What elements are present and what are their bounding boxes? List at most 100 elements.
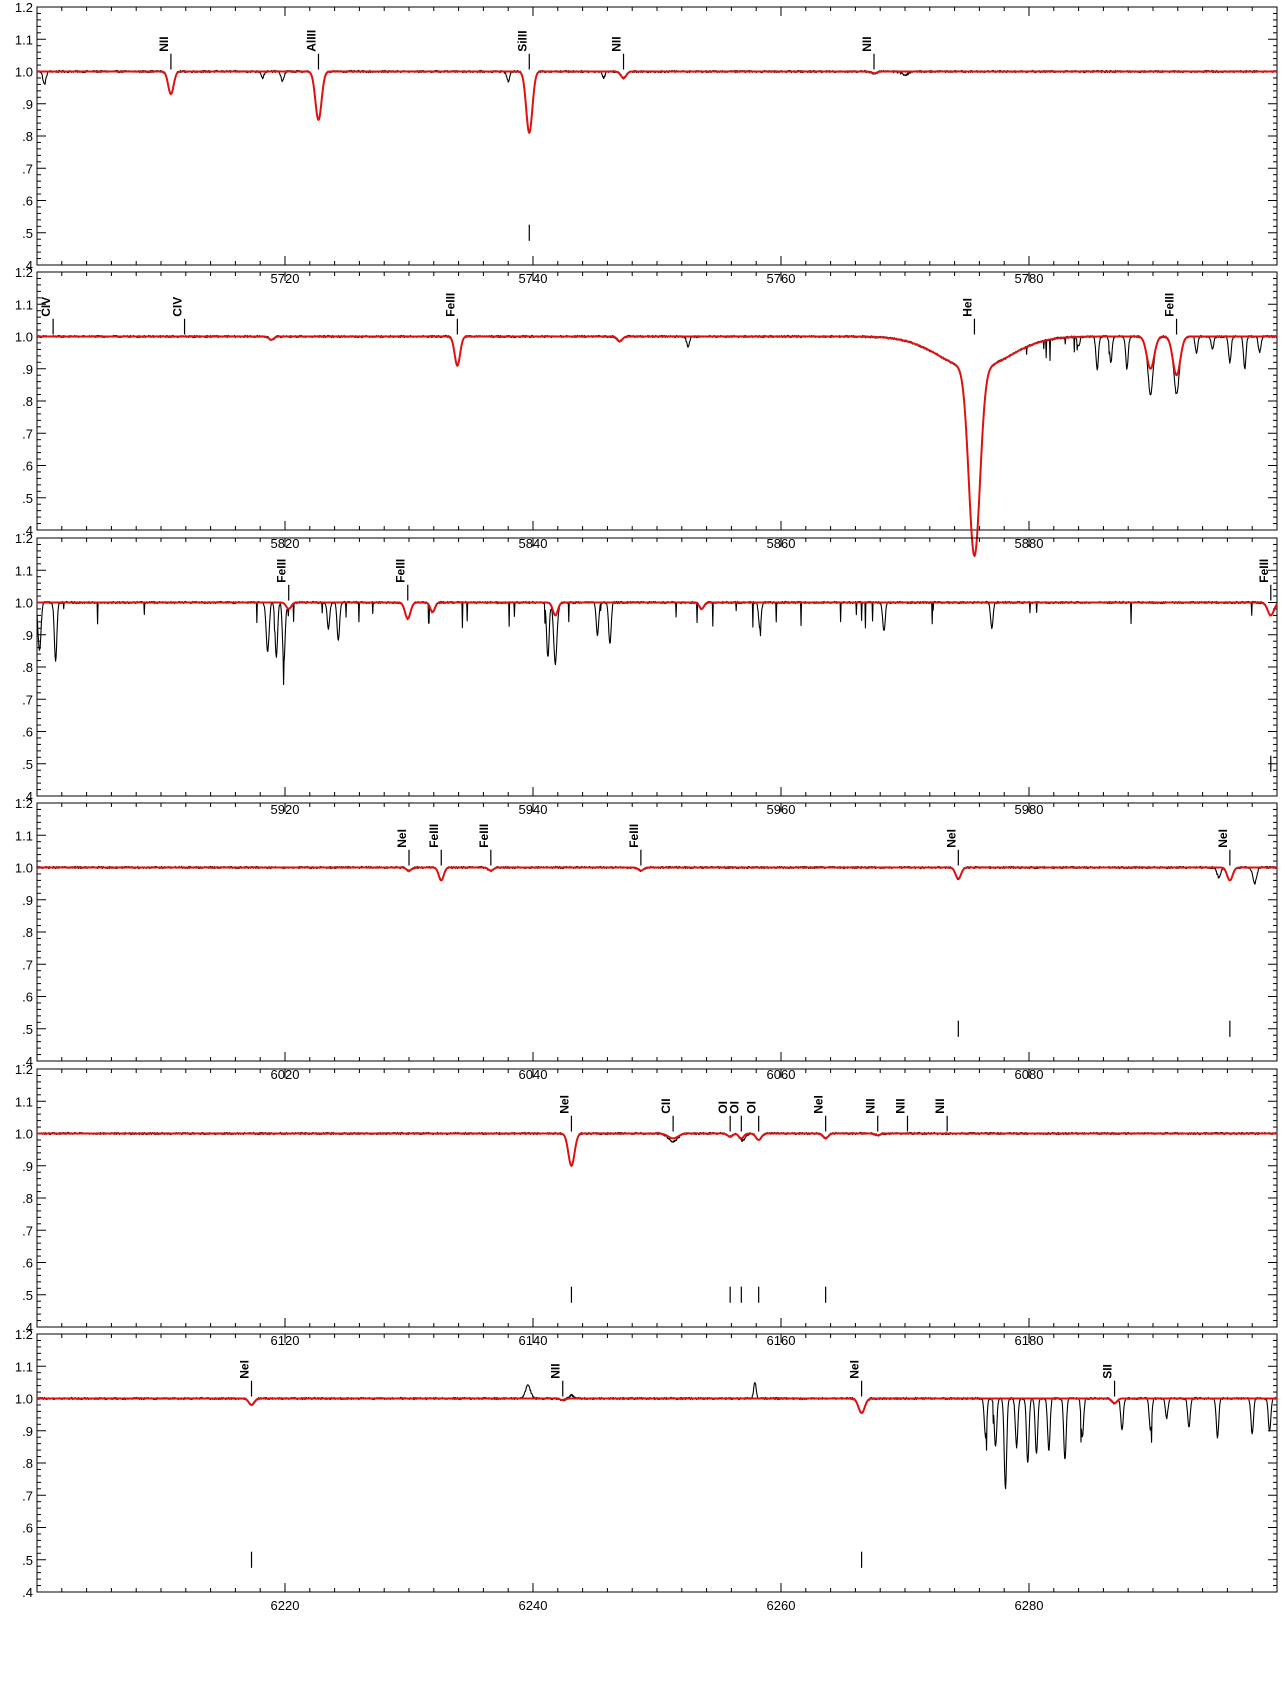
y-tick-label: 1.1 xyxy=(15,1094,33,1109)
spectrum-panel-1: 5720 5740 5760 5780.4.5.6.7.8.91.01.11.2NII… xyxy=(15,0,1278,286)
y-tick-label: .6 xyxy=(22,1256,33,1271)
y-tick-label: .8 xyxy=(22,1191,33,1206)
line-id-label: NeI xyxy=(557,1095,571,1114)
y-tick-label: .5 xyxy=(22,491,33,506)
y-tick-label: .4 xyxy=(22,789,33,804)
line-id-label: NII xyxy=(610,36,624,51)
x-tick-label: 6260 xyxy=(767,1598,796,1613)
line-id-label: NeI xyxy=(812,1095,826,1114)
line-id-label: SiIII xyxy=(515,30,529,51)
y-tick-label: 1.0 xyxy=(15,861,33,876)
y-tick-label: .9 xyxy=(22,628,33,643)
line-id-label: NII xyxy=(933,1098,947,1113)
y-tick-label: .9 xyxy=(22,1159,33,1174)
y-tick-label: 1.2 xyxy=(15,531,33,546)
line-id-label: NII xyxy=(893,1098,907,1113)
model-spectrum xyxy=(36,1397,1278,1415)
observed-spectrum xyxy=(36,865,1278,885)
model-spectrum xyxy=(36,866,1278,882)
y-tick-label: .8 xyxy=(22,1456,33,1471)
y-tick-label: 1.2 xyxy=(15,265,33,280)
y-tick-label: .7 xyxy=(22,426,33,441)
y-tick-label: .9 xyxy=(22,1424,33,1439)
y-tick-label: .5 xyxy=(22,1022,33,1037)
y-tick-label: .7 xyxy=(22,161,33,176)
x-tick-label: 6280 xyxy=(1015,1598,1044,1613)
line-id-label: AlIII xyxy=(304,30,318,52)
model-spectrum xyxy=(36,1132,1278,1167)
observed-spectrum xyxy=(36,1131,1278,1167)
observed-spectrum xyxy=(36,334,1278,557)
y-tick-label: .4 xyxy=(22,523,33,538)
line-id-label: FeIII xyxy=(477,824,491,848)
panel-frame xyxy=(36,1333,1278,1593)
y-tick-label: 1.1 xyxy=(15,1359,33,1374)
line-id-label: FeIII xyxy=(443,293,457,317)
line-id-label: NeI xyxy=(395,829,409,848)
y-tick-label: .4 xyxy=(22,1054,33,1069)
y-tick-label: .6 xyxy=(22,725,33,740)
y-tick-label: .7 xyxy=(22,692,33,707)
panel-frame xyxy=(36,1068,1278,1328)
line-id-label: CII xyxy=(659,1098,673,1113)
line-id-label: FeIII xyxy=(1163,293,1177,317)
y-tick-label: .8 xyxy=(22,925,33,940)
y-tick-label: .7 xyxy=(22,1488,33,1503)
line-id-label: FeIII xyxy=(394,559,408,583)
y-tick-label: 1.0 xyxy=(15,1127,33,1142)
line-id-label: FeIII xyxy=(427,824,441,848)
panel-frame xyxy=(36,537,1278,797)
y-tick-label: 1.0 xyxy=(15,65,33,80)
line-id-label: FeIII xyxy=(1257,559,1271,583)
y-tick-label: .5 xyxy=(22,226,33,241)
line-id-label: CIV xyxy=(39,297,53,317)
y-tick-label: 1.0 xyxy=(15,330,33,345)
line-id-label: NII xyxy=(549,1363,563,1378)
spectrum-panel-5: 6120 6140 6160 6180.4.5.6.7.8.91.01.11.2NeI… xyxy=(15,1062,1278,1348)
y-tick-label: .6 xyxy=(22,194,33,209)
y-tick-label: .5 xyxy=(22,1288,33,1303)
panel-frame xyxy=(36,6,1278,266)
spectrum-panel-3: 5920 5940 5960 5980.4.5.6.7.8.91.01.11.2FeI… xyxy=(15,531,1278,817)
y-tick-label: .5 xyxy=(22,757,33,772)
y-tick-label: .4 xyxy=(22,1320,33,1335)
y-tick-label: 1.1 xyxy=(15,828,33,843)
model-spectrum xyxy=(36,601,1278,620)
y-tick-label: 1.1 xyxy=(15,563,33,578)
y-tick-label: 1.2 xyxy=(15,1327,33,1342)
model-spectrum xyxy=(36,70,1278,134)
line-id-label: OI xyxy=(716,1101,730,1114)
y-tick-label: .4 xyxy=(22,1585,33,1600)
y-tick-label: 1.2 xyxy=(15,0,33,15)
y-tick-label: .4 xyxy=(22,258,33,273)
y-tick-label: .9 xyxy=(22,893,33,908)
line-id-label: OI xyxy=(745,1101,759,1114)
y-tick-label: 1.1 xyxy=(15,297,33,312)
line-id-label: OI xyxy=(727,1101,741,1114)
spectrum-panel-4: 6020 6040 6060 6080.4.5.6.7.8.91.01.11.2NeI… xyxy=(15,796,1278,1082)
line-id-label: NeI xyxy=(944,829,958,848)
spectrum-panel-2: 5820 5840 5860 5880.4.5.6.7.8.91.01.11.2CIV… xyxy=(15,265,1278,557)
x-tick-label: 6240 xyxy=(519,1598,548,1613)
line-id-label: FeIII xyxy=(627,824,641,848)
y-tick-label: 1.0 xyxy=(15,596,33,611)
y-tick-label: .9 xyxy=(22,362,33,377)
line-id-label: HeI xyxy=(960,298,974,317)
y-tick-label: .6 xyxy=(22,990,33,1005)
line-id-label: NeI xyxy=(848,1360,862,1379)
y-tick-label: 1.0 xyxy=(15,1392,33,1407)
x-tick-label: 6220 xyxy=(271,1598,300,1613)
y-tick-label: .7 xyxy=(22,957,33,972)
observed-spectrum xyxy=(36,69,1278,134)
y-tick-label: .8 xyxy=(22,129,33,144)
model-spectrum xyxy=(36,335,1278,557)
y-tick-label: .5 xyxy=(22,1553,33,1568)
y-tick-label: .9 xyxy=(22,97,33,112)
line-id-label: NII xyxy=(864,1098,878,1113)
panel-frame xyxy=(36,802,1278,1062)
line-id-label: NeI xyxy=(1216,829,1230,848)
observed-spectrum xyxy=(36,600,1278,686)
spectrum-panel-6: 6220 6240 6260 6280 .4 .5 .6 .7 .8 .9 1.0 1.1 1.2 NeI… xyxy=(15,1327,1278,1613)
line-id-label: CIV xyxy=(171,297,185,317)
